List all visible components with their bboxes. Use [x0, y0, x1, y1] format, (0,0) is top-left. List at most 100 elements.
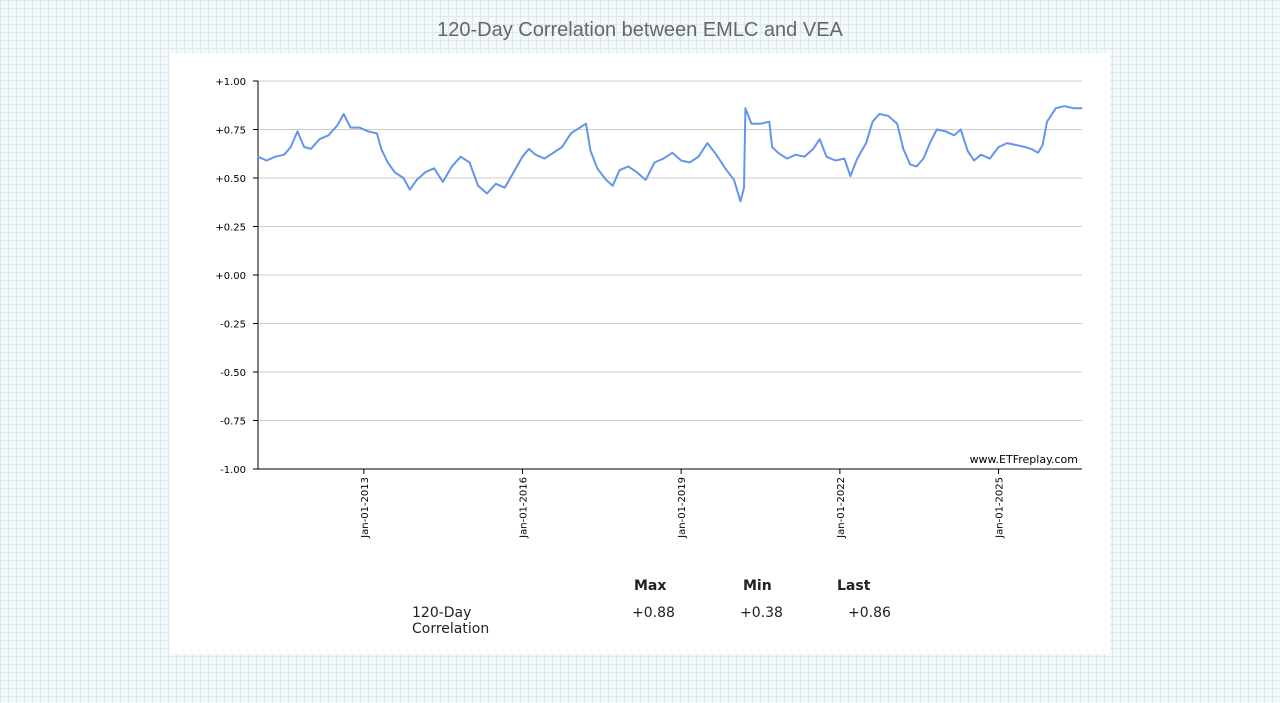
data-point: [724, 167, 726, 169]
data-point: [387, 161, 389, 164]
stats-header-max: Max: [634, 578, 667, 594]
data-point: [477, 185, 479, 187]
stats-header-min: Min: [743, 578, 772, 594]
data-point: [750, 123, 753, 125]
data-point: [468, 161, 471, 164]
x-tick-label: Jan-01-2016: [518, 477, 529, 539]
data-point: [318, 138, 321, 140]
data-point: [627, 165, 629, 167]
data-point: [739, 200, 742, 202]
data-point: [887, 115, 889, 117]
series-layer: [257, 105, 1083, 203]
data-point: [953, 134, 955, 136]
data-point: [451, 165, 453, 167]
data-point: [528, 148, 530, 150]
data-point: [585, 123, 587, 125]
data-point: [997, 146, 1000, 148]
data-point: [922, 158, 925, 160]
data-point: [689, 161, 691, 164]
y-tick-label: -1.00: [220, 465, 246, 476]
data-point: [290, 146, 292, 148]
stats-value-min: +0.38: [740, 605, 783, 621]
tick-labels: +1.00 +0.75 +0.50 +0.25 +0.00 -0.25 -0.50 -0.75…: [215, 77, 1005, 539]
data-point: [596, 167, 598, 169]
data-point: [296, 130, 299, 133]
data-point: [1072, 107, 1074, 109]
data-point: [579, 126, 581, 129]
data-point: [327, 134, 329, 136]
data-point: [1015, 144, 1017, 146]
chart-panel: +1.00 +0.75 +0.50 +0.25 +0.00 -0.25 -0.50 -0.75…: [170, 53, 1110, 654]
data-point: [1081, 107, 1083, 109]
data-point: [662, 158, 665, 160]
data-point: [349, 126, 352, 129]
data-point: [989, 158, 991, 160]
data-point: [310, 148, 312, 150]
data-point: [980, 154, 982, 156]
watermark: www.ETFreplay.com: [970, 453, 1078, 466]
data-point: [909, 163, 911, 166]
data-point: [274, 156, 276, 158]
data-point: [636, 171, 638, 173]
data-point: [543, 158, 546, 160]
data-point: [561, 146, 563, 148]
data-point: [902, 148, 904, 150]
data-point: [715, 154, 717, 156]
data-point: [605, 179, 607, 181]
data-point: [589, 150, 592, 152]
data-point: [504, 187, 506, 189]
data-point: [803, 156, 805, 158]
data-point: [697, 156, 700, 158]
data-point: [433, 167, 435, 169]
y-tick-label: +1.00: [215, 77, 246, 88]
correlation-chart: +1.00 +0.75 +0.50 +0.25 +0.00 -0.25 -0.50 -0.75…: [215, 77, 1083, 539]
data-point: [1024, 146, 1026, 148]
y-tick-label: +0.75: [215, 126, 246, 137]
data-point: [283, 154, 285, 156]
y-tick-label: +0.25: [215, 223, 246, 234]
data-point: [786, 158, 788, 160]
x-tick-label: Jan-01-2019: [677, 477, 688, 539]
stats-value-max: +0.88: [632, 605, 675, 621]
data-point: [416, 179, 418, 181]
data-point: [380, 148, 382, 150]
data-point: [834, 159, 836, 162]
y-tick-label: +0.00: [215, 271, 246, 282]
data-point: [612, 185, 614, 187]
data-point: [936, 128, 938, 131]
y-tick-label: -0.50: [220, 368, 246, 379]
data-point: [303, 146, 305, 148]
data-point: [1063, 105, 1066, 107]
data-point: [706, 142, 708, 144]
x-tick-label: Jan-01-2013: [360, 477, 371, 539]
data-point: [257, 156, 259, 158]
data-point: [343, 113, 345, 115]
data-point: [512, 171, 515, 173]
data-point: [744, 107, 747, 109]
data-point: [1006, 142, 1008, 144]
data-point: [336, 125, 338, 127]
data-point: [409, 189, 411, 191]
data-point: [960, 128, 962, 131]
data-point: [794, 154, 797, 156]
data-point: [768, 121, 770, 123]
data-point: [871, 121, 874, 123]
x-tick-label: Jan-01-2025: [995, 477, 1006, 539]
data-point: [759, 123, 761, 125]
data-point: [495, 183, 497, 185]
data-point: [771, 146, 773, 148]
chart-title: 120-Day Correlation between EMLC and VEA: [437, 19, 843, 41]
data-point: [878, 113, 881, 115]
data-point: [916, 165, 918, 167]
x-tick-label: Jan-01-2022: [836, 477, 847, 539]
data-point: [653, 161, 656, 164]
data-point: [402, 177, 404, 179]
data-point: [843, 158, 845, 160]
data-point: [733, 179, 735, 181]
data-point: [376, 132, 378, 134]
data-point: [966, 150, 969, 152]
data-point: [812, 148, 814, 150]
data-point: [1037, 152, 1039, 154]
data-point: [424, 171, 426, 173]
data-point: [358, 126, 360, 129]
